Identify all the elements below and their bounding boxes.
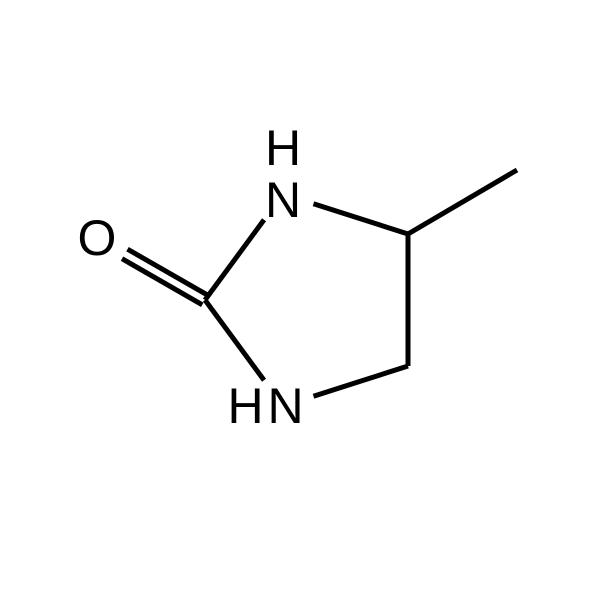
molecule-diagram: NHNHO xyxy=(0,0,600,600)
atom-label-N3-H: H xyxy=(227,378,263,434)
atom-label-N1-H: H xyxy=(265,120,301,176)
atom-label-N1: N xyxy=(265,172,301,228)
atom-label-N3: N xyxy=(267,378,303,434)
atom-label-O: O xyxy=(78,210,117,266)
